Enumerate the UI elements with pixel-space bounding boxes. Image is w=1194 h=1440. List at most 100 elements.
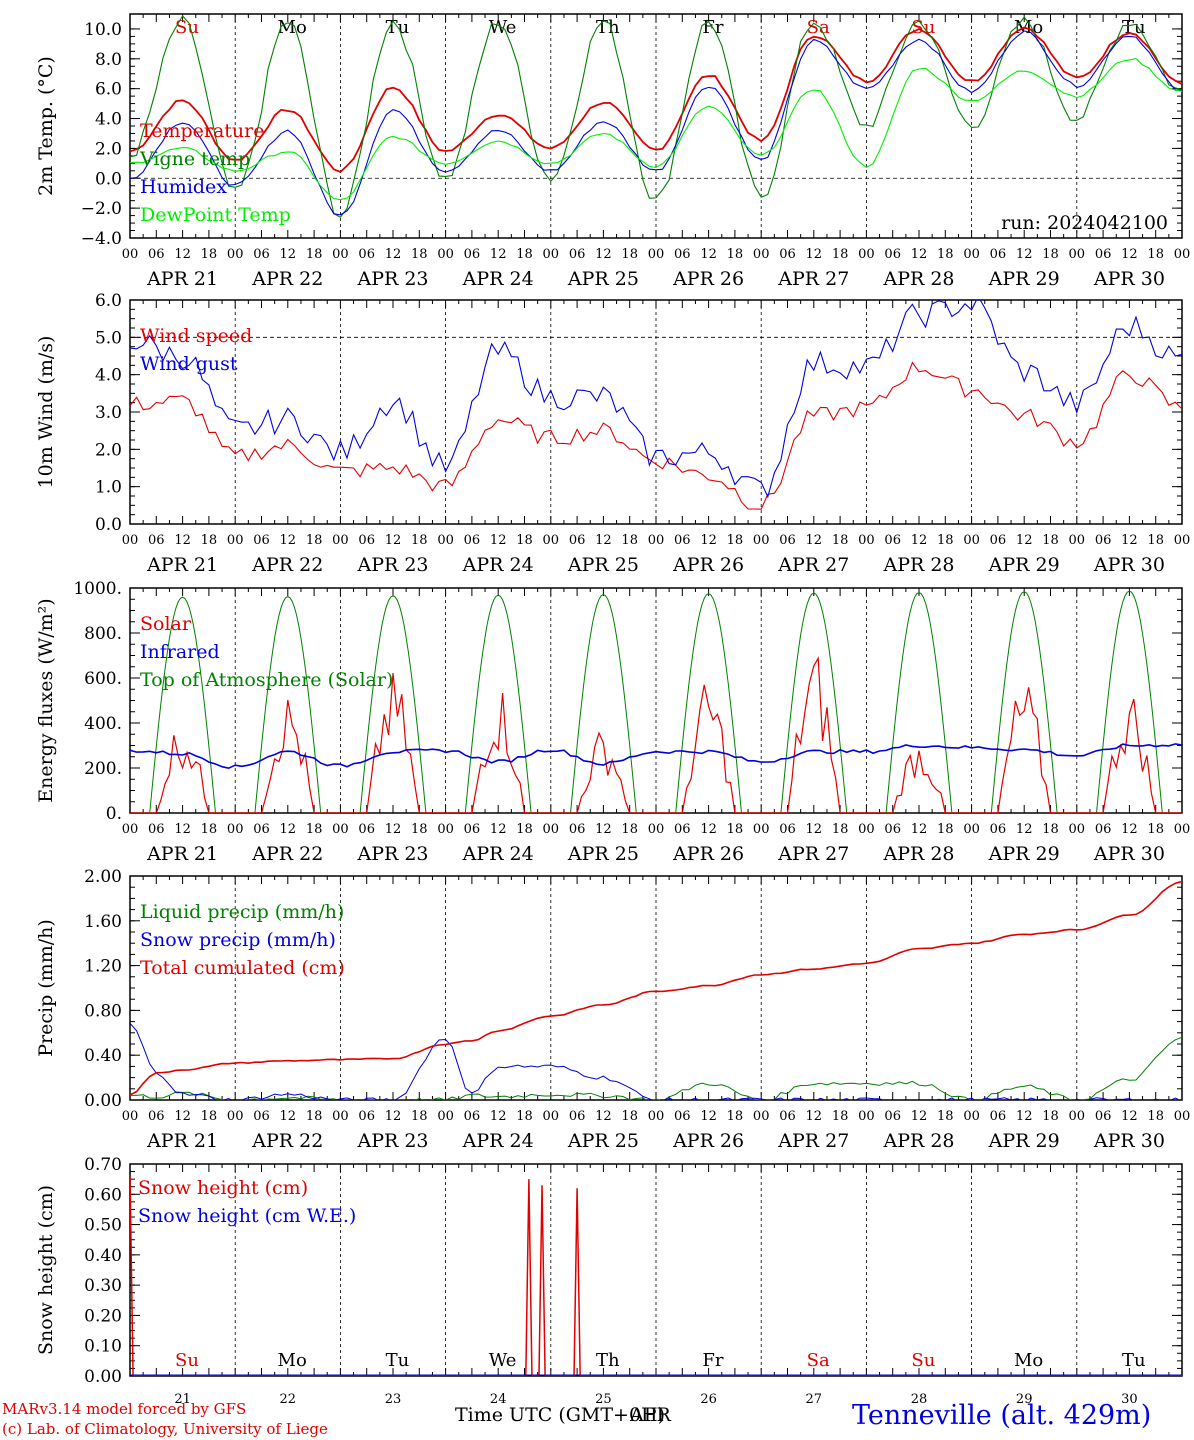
- y-tick-label: −4.0: [81, 229, 122, 249]
- date-label: APR 29: [988, 1130, 1060, 1152]
- y-tick-label: 0.10: [84, 1337, 122, 1357]
- weekday-label: Sa: [807, 17, 830, 38]
- hour-tick-label: 18: [1147, 247, 1164, 262]
- hour-tick-label: 18: [516, 533, 533, 548]
- legend-entry: Total cumulated (cm): [140, 957, 345, 979]
- hour-tick-label: 06: [990, 247, 1007, 262]
- hour-tick-label: 12: [1121, 1109, 1138, 1124]
- hour-tick-label: 06: [990, 822, 1007, 837]
- hour-tick-label: 00: [543, 533, 560, 548]
- hour-tick-label: 18: [411, 247, 428, 262]
- hour-tick-label: 12: [490, 247, 507, 262]
- y-tick-label: 6.0: [95, 291, 122, 311]
- hour-tick-label: 06: [1095, 822, 1112, 837]
- hour-tick-label: 12: [174, 1109, 191, 1124]
- hour-tick-label: 00: [1069, 822, 1086, 837]
- legend-entry: Snow precip (mm/h): [140, 929, 336, 951]
- date-label: APR 26: [672, 268, 744, 290]
- hour-tick-label: 06: [884, 822, 901, 837]
- hour-tick-label: 06: [1095, 533, 1112, 548]
- hour-tick-label: 06: [464, 247, 481, 262]
- date-label: APR 21: [146, 1130, 218, 1152]
- hour-tick-label: 00: [332, 1109, 349, 1124]
- series-line-3: [130, 880, 1182, 1096]
- hour-tick-label: 00: [858, 822, 875, 837]
- series-group: [130, 300, 1182, 510]
- hour-tick-label: 12: [174, 247, 191, 262]
- weekday-label: We: [489, 1350, 517, 1371]
- date-label: APR 23: [356, 554, 428, 576]
- hour-tick-label: 00: [1069, 1109, 1086, 1124]
- date-label: APR 27: [777, 554, 849, 576]
- weekday-label: Tu: [386, 1350, 410, 1371]
- hour-tick-label: 12: [1121, 533, 1138, 548]
- hour-tick-label: 06: [779, 822, 796, 837]
- hour-tick-label: 12: [1121, 247, 1138, 262]
- date-label: APR 21: [146, 554, 218, 576]
- hour-tick-label: 12: [385, 533, 402, 548]
- hour-tick-label: 00: [1069, 533, 1086, 548]
- date-label: APR 24: [462, 843, 534, 865]
- y-tick-label: 0.40: [84, 1046, 122, 1066]
- hour-tick-label: 00: [437, 247, 454, 262]
- hour-tick-label: 18: [516, 247, 533, 262]
- hour-tick-label: 12: [700, 822, 717, 837]
- date-label: APR 24: [462, 1130, 534, 1152]
- hour-tick-label: 18: [727, 1109, 744, 1124]
- legend-entry: Snow height (cm W.E.): [138, 1205, 356, 1227]
- day-number-label: 23: [385, 1392, 402, 1407]
- y-tick-label: 2.0: [95, 139, 122, 159]
- date-label: APR 27: [777, 843, 849, 865]
- hour-tick-label: 06: [569, 247, 586, 262]
- weekday-label: Su: [175, 1350, 199, 1371]
- day-number-label: 24: [490, 1392, 507, 1407]
- x-axis-label: Time UTC (GMT+0H): [455, 1404, 666, 1426]
- hour-tick-label: 00: [437, 822, 454, 837]
- hour-tick-label: 00: [858, 1109, 875, 1124]
- legend-entry: Solar: [140, 613, 192, 635]
- hour-tick-label: 18: [411, 533, 428, 548]
- hour-tick-label: 00: [543, 822, 560, 837]
- series-line-1: [130, 1036, 1182, 1100]
- panel-5: 0.70 0.60 0.50 0.40 0.30 0.20 0.10 0.00 Snow hei…: [35, 1155, 1183, 1407]
- hour-tick-label: 18: [411, 1109, 428, 1124]
- hour-tick-label: 18: [621, 1109, 638, 1124]
- hour-tick-label: 06: [358, 247, 375, 262]
- date-label: APR 22: [251, 1130, 323, 1152]
- y-tick-label: 600.: [84, 669, 122, 689]
- y-tick-label: 0.0: [95, 169, 122, 189]
- weekday-label: Su: [911, 1350, 935, 1371]
- hour-tick-label: 12: [806, 247, 823, 262]
- hour-tick-label: 00: [1174, 822, 1191, 837]
- hour-tick-label: 12: [700, 533, 717, 548]
- y-tick-label: 1.0: [95, 478, 122, 498]
- weekday-label: Tu: [1122, 1350, 1146, 1371]
- hour-tick-label: 18: [621, 247, 638, 262]
- day-number-label: 29: [1016, 1392, 1033, 1407]
- hour-tick-label: 18: [937, 533, 954, 548]
- legend-entry: DewPoint Temp: [140, 204, 291, 226]
- day-number-label: 22: [280, 1392, 297, 1407]
- hour-tick-label: 18: [937, 1109, 954, 1124]
- hour-tick-label: 06: [464, 533, 481, 548]
- date-label: APR 25: [567, 268, 639, 290]
- hour-tick-label: 06: [358, 533, 375, 548]
- hour-tick-label: 00: [332, 247, 349, 262]
- hour-tick-label: 12: [911, 533, 928, 548]
- hour-tick-label: 00: [753, 247, 770, 262]
- hour-tick-label: 00: [227, 822, 244, 837]
- hour-tick-label: 12: [595, 822, 612, 837]
- y-tick-label: 0.20: [84, 1306, 122, 1326]
- date-label: APR 29: [988, 268, 1060, 290]
- date-label: APR 27: [777, 1130, 849, 1152]
- date-label: APR 22: [251, 554, 323, 576]
- hour-tick-label: 18: [832, 533, 849, 548]
- date-label: APR 28: [882, 1130, 954, 1152]
- day-number-label: 28: [911, 1392, 928, 1407]
- y-tick-label: 0.: [106, 804, 122, 824]
- date-label: APR 27: [777, 268, 849, 290]
- legend-entry: Infrared: [140, 641, 220, 663]
- hour-tick-label: 12: [385, 1109, 402, 1124]
- credit-line-2: (c) Lab. of Climatology, University of L…: [2, 1420, 328, 1438]
- hour-tick-label: 18: [1147, 822, 1164, 837]
